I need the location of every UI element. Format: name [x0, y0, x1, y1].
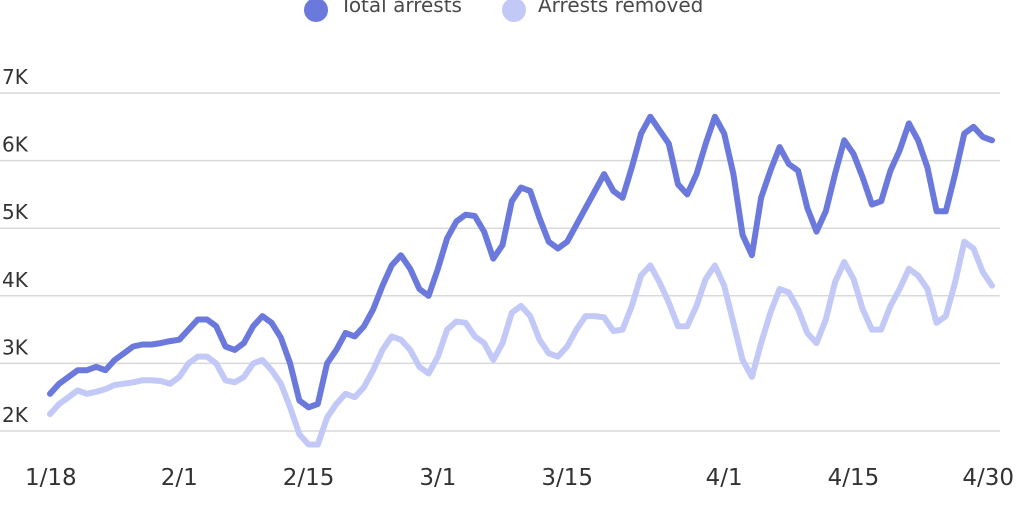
- x-tick-label-4-15: 4/15: [828, 465, 880, 491]
- x-axis-tick-labels: 1/18 2/1 2/15 3/1 3/15 4/1 4/15 4/30: [25, 465, 1014, 491]
- y-gridlines: [0, 92, 1000, 432]
- legend-label-arrests-removed: Arrests removed: [538, 0, 703, 17]
- x-tick-label-4-1: 4/1: [706, 465, 743, 491]
- series-lines: [47, 113, 995, 448]
- y-tick-label-3k: 3K: [2, 335, 29, 359]
- legend-marker-arrests-removed: [502, 0, 526, 22]
- x-tick-label-2-1: 2/1: [161, 465, 198, 491]
- y-axis-tick-labels: 2K 3K 4K 5K 6K 7K: [2, 65, 29, 427]
- y-tick-label-6k: 6K: [2, 133, 29, 157]
- y-tick-label-7k: 7K: [2, 65, 29, 89]
- x-tick-label-4-30: 4/30: [962, 465, 1014, 491]
- x-tick-label-3-1: 3/1: [419, 465, 456, 491]
- legend-label-total-arrests: Total arrests: [339, 0, 462, 17]
- x-tick-label-2-15: 2/15: [283, 465, 335, 491]
- y-tick-label-4k: 4K: [2, 268, 29, 292]
- y-tick-label-2k: 2K: [2, 403, 29, 427]
- series-line-total-arrests: [47, 113, 995, 411]
- series-line-arrests-removed: [47, 238, 995, 448]
- x-tick-label-1-18: 1/18: [25, 465, 77, 491]
- x-tick-label-3-15: 3/15: [541, 465, 593, 491]
- y-tick-label-5k: 5K: [2, 200, 29, 224]
- legend: Total arrests Arrests removed: [304, 0, 703, 22]
- legend-marker-total-arrests: [304, 0, 328, 22]
